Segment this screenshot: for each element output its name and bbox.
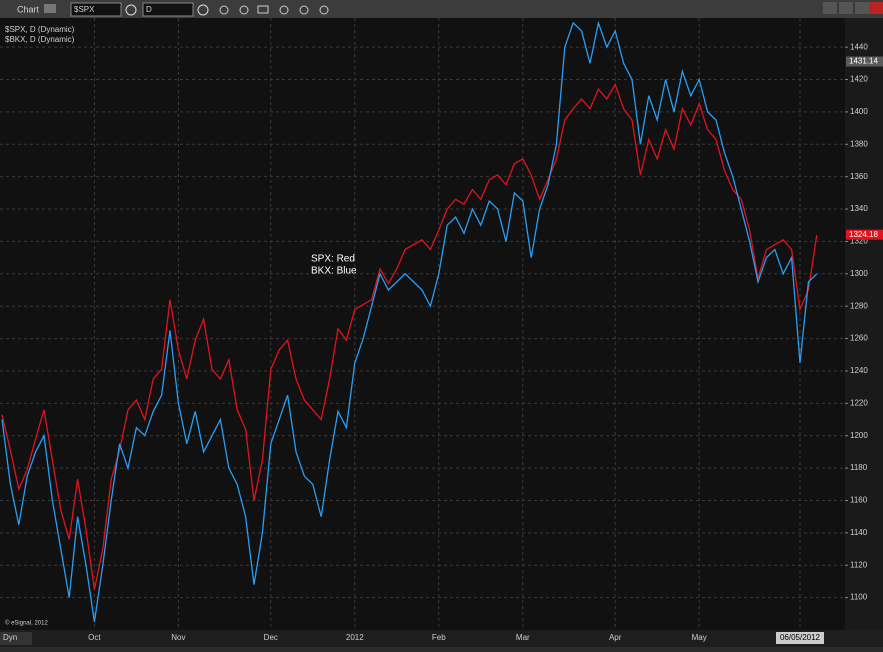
y-tick-label: 1180 (850, 463, 868, 472)
interval: D (146, 5, 152, 14)
y-tick-label: 1340 (850, 204, 868, 213)
tool-study[interactable] (257, 5, 269, 14)
tool-search[interactable] (299, 5, 309, 15)
mode-button[interactable] (0, 632, 32, 645)
interval-button[interactable] (197, 4, 209, 16)
price-tag (846, 229, 883, 240)
annotation: BKX: Blue (311, 266, 357, 277)
legend-entry: $SPX, D (Dynamic) (5, 25, 75, 34)
y-tick-label: 1120 (850, 560, 868, 569)
toolbar (0, 0, 883, 18)
symbol-button[interactable] (125, 4, 137, 16)
copyright: © eSignal, 2012 (5, 620, 48, 627)
price-tag (846, 56, 883, 67)
close-button[interactable] (869, 2, 883, 14)
plot-area (0, 18, 845, 630)
minimize-button[interactable] (823, 2, 837, 14)
link-button[interactable] (44, 4, 56, 13)
y-tick-label: 1300 (850, 269, 868, 278)
x-axis-area (0, 630, 883, 647)
x-tick-label: Apr (609, 633, 622, 642)
x-tick-label: 06/05/2012 (780, 633, 821, 642)
tool-draw[interactable] (219, 5, 229, 15)
symbol: $SPX (74, 5, 95, 14)
y-tick-label: 1280 (850, 301, 868, 310)
y-tick-label: 1220 (850, 398, 868, 407)
tool-clear[interactable] (319, 5, 329, 15)
price-tag-label: 1324.18 (849, 230, 878, 239)
y-tick-label: 1360 (850, 172, 868, 181)
y-tick-label: 1440 (850, 42, 868, 51)
x-tick-label: Mar (516, 633, 530, 642)
x-tick-label: Feb (432, 633, 446, 642)
window-title: Chart (17, 4, 40, 14)
y-tick-label: 1260 (850, 334, 868, 343)
maximize-button[interactable] (855, 2, 869, 14)
y-tick-label: 1400 (850, 107, 868, 116)
series-line (1, 82, 818, 590)
series-line (1, 20, 818, 622)
y-tick-label: 1140 (850, 528, 868, 537)
mode: Dyn (3, 633, 17, 642)
restore-button[interactable] (839, 2, 853, 14)
x-tick-label: Nov (171, 633, 185, 642)
tool-edit[interactable] (239, 5, 249, 15)
y-tick-label: 1200 (850, 431, 868, 440)
y-tick-label: 1420 (850, 75, 868, 84)
cursor-date-box (776, 632, 824, 644)
interval-box[interactable] (142, 2, 194, 17)
y-tick-label: 1240 (850, 366, 868, 375)
price-tag-label: 1431.14 (849, 57, 878, 66)
y-tick-label: 1100 (850, 593, 868, 602)
y-tick-label: 1160 (850, 496, 868, 505)
y-tick-label: 1320 (850, 237, 868, 246)
y-axis-area (845, 18, 883, 630)
x-tick-label: Dec (264, 633, 278, 642)
symbol-box[interactable] (70, 2, 122, 17)
x-tick-label: 2012 (346, 633, 364, 642)
y-tick-label: 1380 (850, 139, 868, 148)
x-tick-label: Oct (88, 633, 101, 642)
annotation: SPX: Red (311, 254, 355, 265)
tool-play[interactable] (279, 5, 289, 15)
x-tick-label: May (692, 633, 707, 642)
legend-entry: $BKX, D (Dynamic) (5, 35, 75, 44)
